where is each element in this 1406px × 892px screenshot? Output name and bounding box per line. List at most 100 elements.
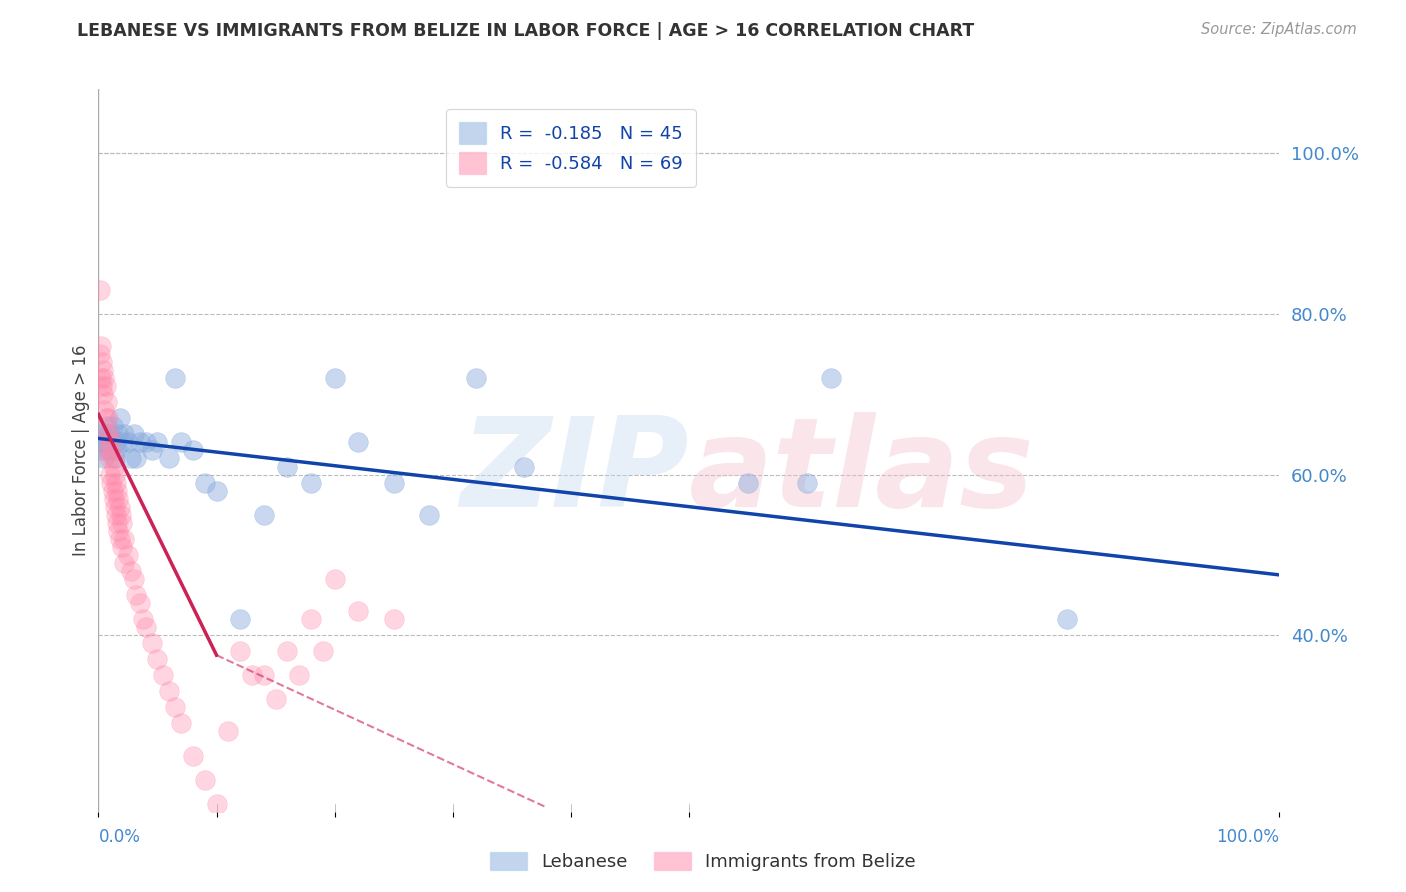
Point <box>288 668 311 682</box>
Point <box>98 443 121 458</box>
Point <box>105 483 128 498</box>
Point <box>91 363 114 377</box>
Point <box>122 427 145 442</box>
Point <box>93 451 115 466</box>
Point <box>91 355 114 369</box>
Point <box>820 371 842 385</box>
Point <box>181 748 204 763</box>
Point <box>105 475 128 490</box>
Point <box>107 491 129 506</box>
Point <box>205 797 228 811</box>
Point <box>512 459 534 474</box>
Point <box>347 435 370 450</box>
Point <box>240 668 263 682</box>
Point <box>146 435 169 450</box>
Legend: R =  -0.185   N = 45, R =  -0.584   N = 69: R = -0.185 N = 45, R = -0.584 N = 69 <box>446 109 696 186</box>
Point <box>101 451 124 466</box>
Point <box>94 411 117 425</box>
Point <box>141 636 163 650</box>
Point <box>323 572 346 586</box>
Point <box>91 387 114 401</box>
Point <box>157 684 180 698</box>
Point <box>229 644 252 658</box>
Point <box>103 491 125 506</box>
Point <box>253 668 276 682</box>
Point <box>104 500 127 514</box>
Point <box>110 508 132 522</box>
Point <box>165 700 187 714</box>
Point <box>382 475 405 490</box>
Point <box>1056 612 1078 626</box>
Point <box>90 339 112 353</box>
Point <box>98 435 121 450</box>
Y-axis label: In Labor Force | Age > 16: In Labor Force | Age > 16 <box>72 344 90 557</box>
Point <box>100 443 122 458</box>
Point <box>91 443 114 458</box>
Point <box>194 475 217 490</box>
Point <box>121 451 143 466</box>
Point <box>128 435 150 450</box>
Point <box>347 604 370 618</box>
Point <box>382 612 405 626</box>
Point <box>737 475 759 490</box>
Point <box>165 371 187 385</box>
Point <box>117 435 139 450</box>
Point <box>141 443 163 458</box>
Text: ZIP: ZIP <box>460 411 689 533</box>
Text: 100.0%: 100.0% <box>1216 828 1279 846</box>
Text: 0.0%: 0.0% <box>98 828 141 846</box>
Point <box>152 668 174 682</box>
Point <box>105 508 128 522</box>
Point <box>194 772 217 787</box>
Point <box>96 419 118 434</box>
Point <box>94 379 117 393</box>
Point <box>323 371 346 385</box>
Point <box>229 612 252 626</box>
Point <box>90 435 112 450</box>
Point <box>103 459 125 474</box>
Point <box>107 524 129 538</box>
Point <box>111 516 134 530</box>
Point <box>111 540 134 554</box>
Point <box>108 500 131 514</box>
Point <box>100 475 122 490</box>
Point <box>264 692 287 706</box>
Text: LEBANESE VS IMMIGRANTS FROM BELIZE IN LABOR FORCE | AGE > 16 CORRELATION CHART: LEBANESE VS IMMIGRANTS FROM BELIZE IN LA… <box>77 22 974 40</box>
Point <box>90 371 112 385</box>
Point <box>117 548 139 562</box>
Point <box>418 508 440 522</box>
Point <box>105 443 128 458</box>
Point <box>94 435 117 450</box>
Point <box>253 508 276 522</box>
Point <box>128 596 150 610</box>
Point <box>170 435 193 450</box>
Point <box>101 483 124 498</box>
Point <box>96 395 118 409</box>
Point <box>217 724 239 739</box>
Legend: Lebanese, Immigrants from Belize: Lebanese, Immigrants from Belize <box>484 845 922 879</box>
Point <box>91 427 114 442</box>
Point <box>112 532 135 546</box>
Point <box>98 451 121 466</box>
Point <box>105 516 128 530</box>
Point <box>121 564 143 578</box>
Point <box>157 451 180 466</box>
Point <box>465 371 488 385</box>
Point <box>132 612 155 626</box>
Point <box>125 451 148 466</box>
Point <box>97 411 120 425</box>
Point <box>146 652 169 666</box>
Point <box>97 443 120 458</box>
Point <box>104 451 127 466</box>
Point <box>170 716 193 731</box>
Point <box>96 427 118 442</box>
Point <box>91 379 114 393</box>
Point <box>135 435 157 450</box>
Point <box>93 371 115 385</box>
Point <box>104 467 127 482</box>
Point <box>181 443 204 458</box>
Point <box>101 419 124 434</box>
Text: atlas: atlas <box>689 411 1035 533</box>
Point <box>312 644 335 658</box>
Point <box>93 403 115 417</box>
